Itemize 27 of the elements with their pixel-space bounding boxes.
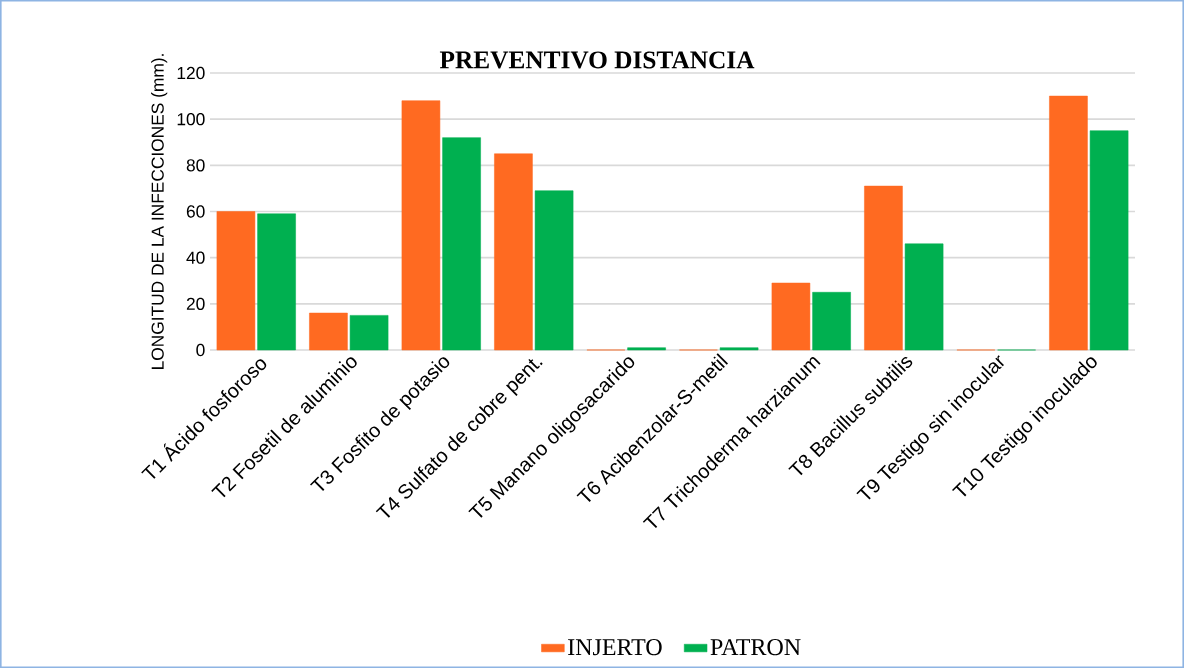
y-tick-label: 120	[177, 66, 205, 80]
chart-title: PREVENTIVO DISTANCIA	[439, 51, 755, 69]
bar	[719, 347, 759, 351]
bar	[309, 312, 348, 351]
bar	[534, 190, 574, 351]
legend-label: INJERTO	[568, 639, 662, 656]
bar	[627, 347, 666, 351]
y-tick-label: 0	[196, 343, 205, 357]
y-tick-label: 80	[186, 159, 205, 172]
bar	[349, 315, 389, 351]
bar	[1049, 95, 1088, 351]
bar	[216, 211, 256, 351]
bar	[257, 213, 296, 351]
legend-label: PATRON	[710, 639, 801, 656]
bar	[812, 292, 851, 351]
bar	[494, 153, 533, 351]
bar	[442, 137, 481, 351]
bar	[904, 243, 944, 351]
y-tick-label: 100	[177, 113, 205, 126]
y-tick-label: 20	[186, 297, 205, 310]
y-tick-label: 40	[186, 251, 205, 264]
bar	[864, 185, 903, 351]
y-axis-title: LONGITUD DE LA INFECCIONES (mm).	[151, 54, 168, 369]
bar	[1089, 130, 1129, 351]
bar	[401, 100, 441, 351]
bar	[771, 282, 811, 351]
y-tick-label: 60	[186, 205, 205, 218]
